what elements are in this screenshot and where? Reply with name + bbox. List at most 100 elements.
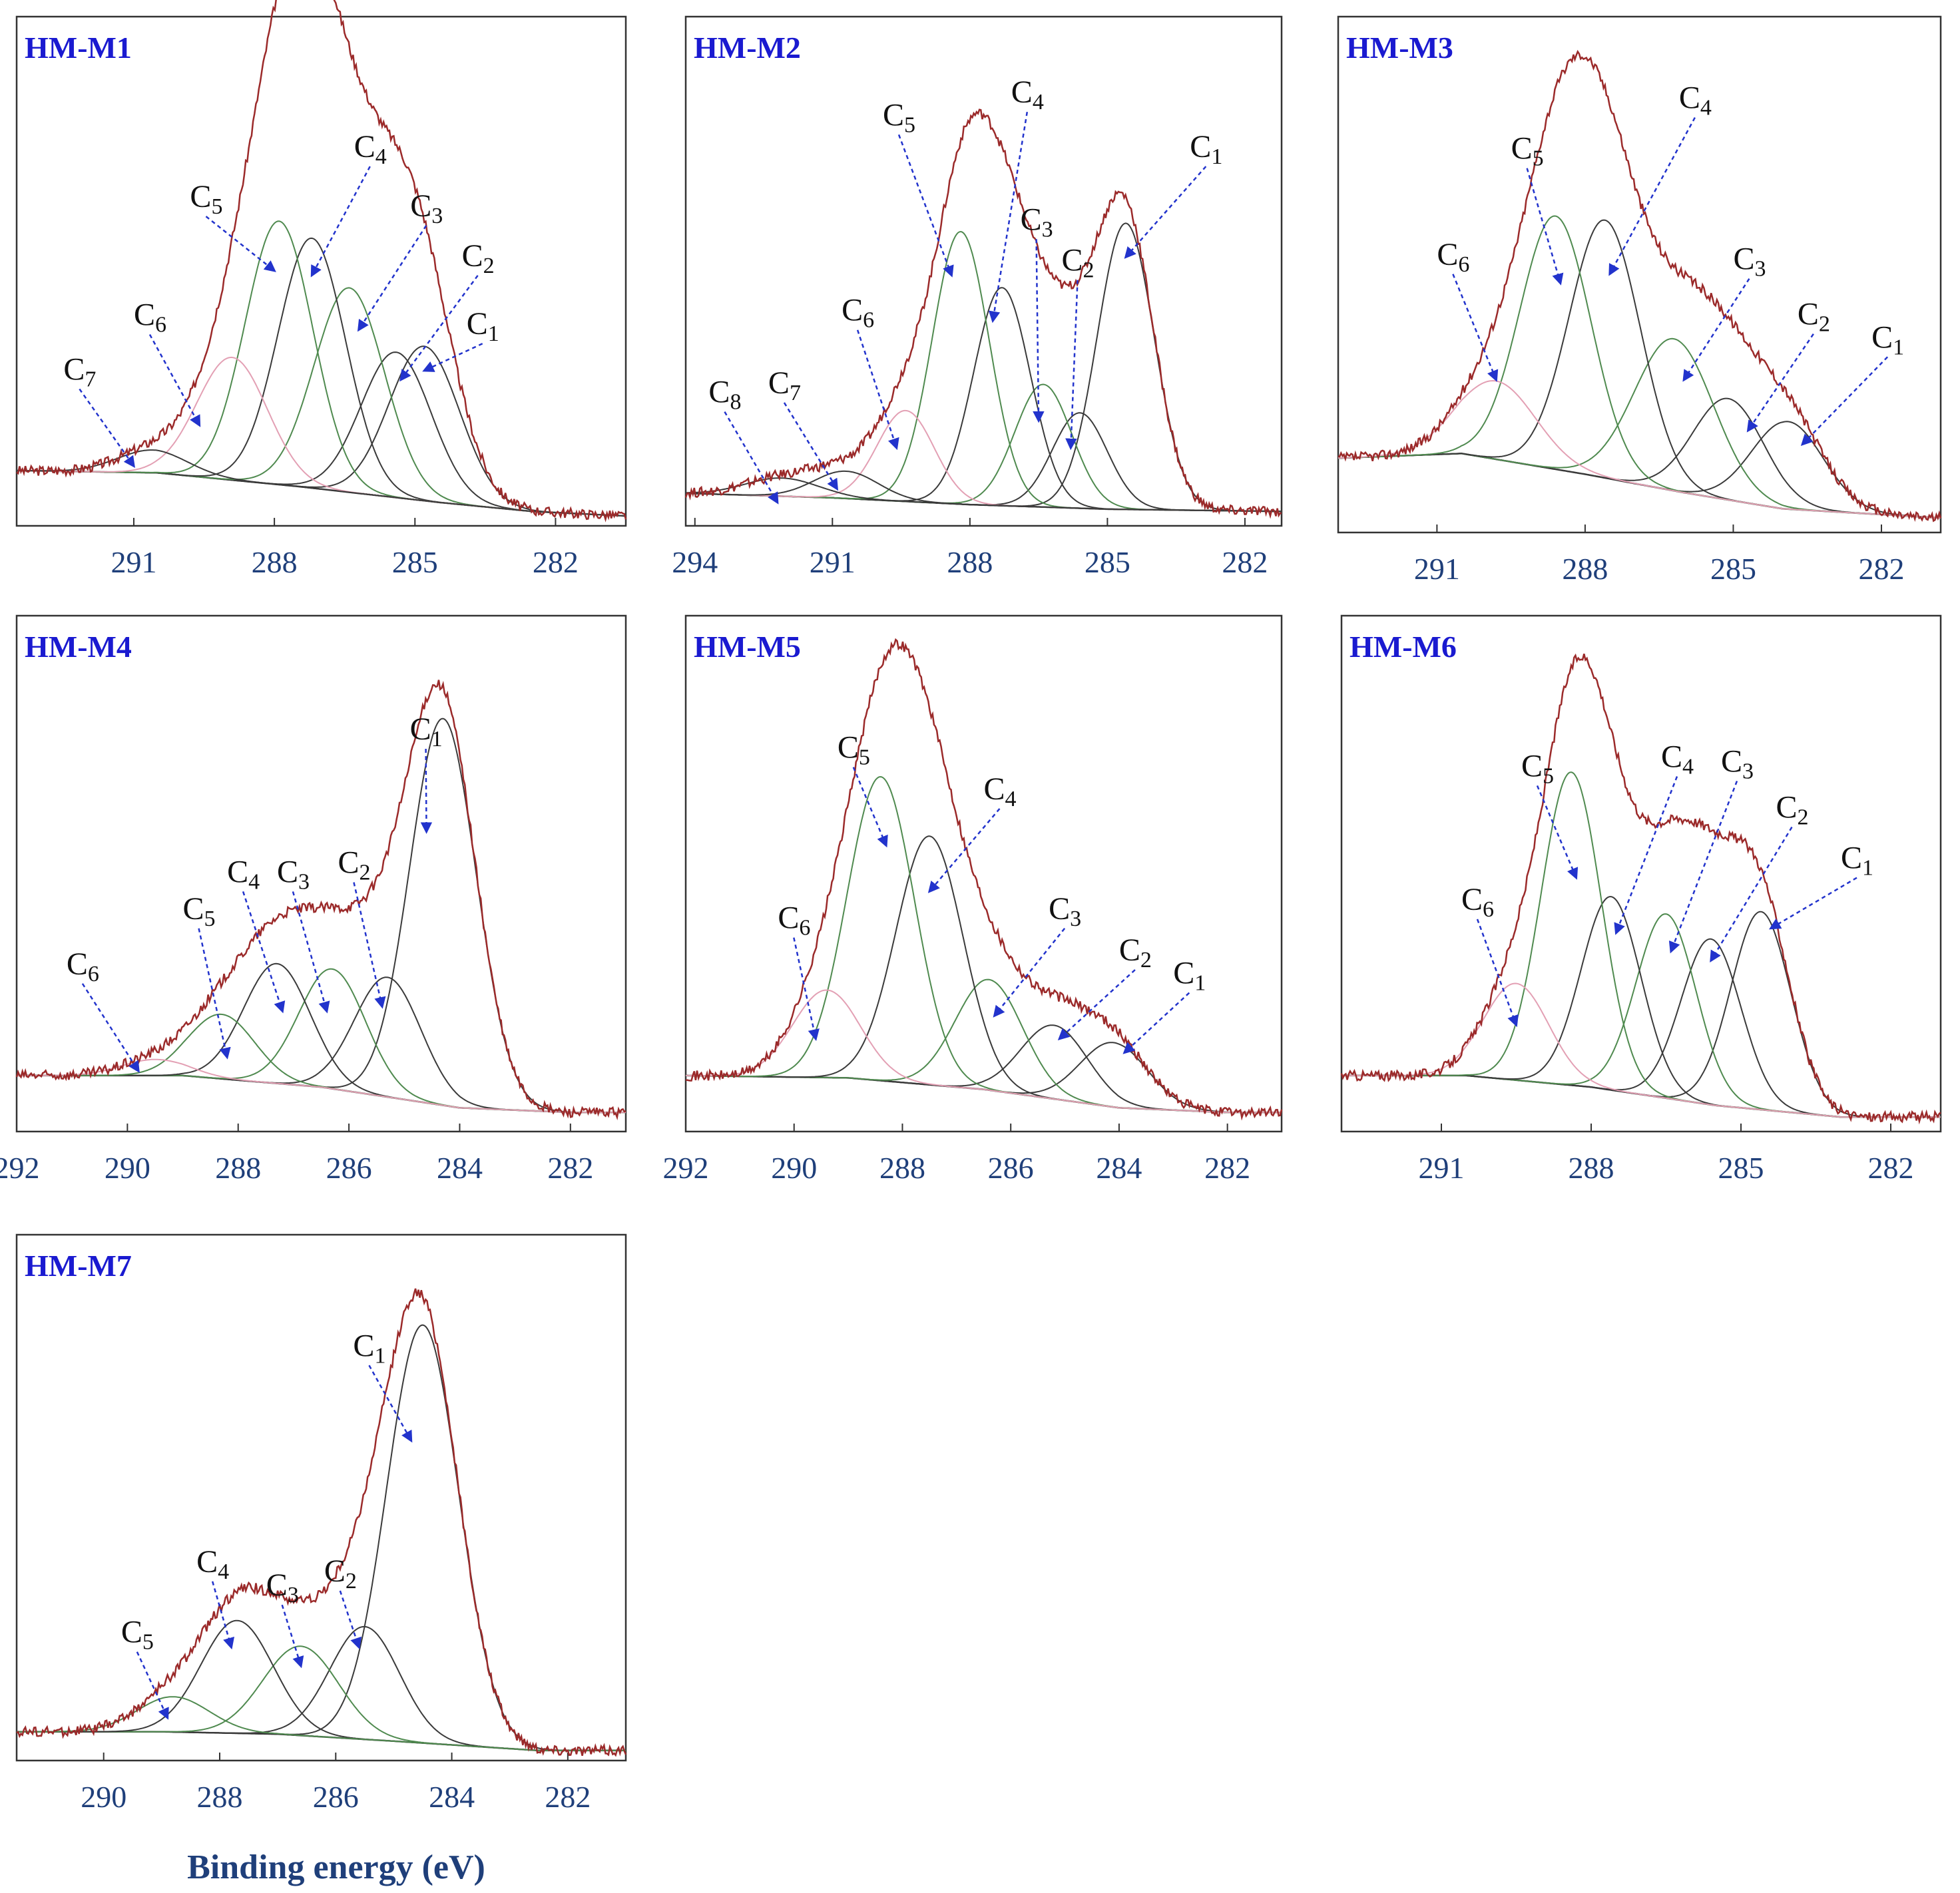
measured-envelope-curve [1338, 49, 1942, 523]
arrow-c3 [993, 927, 1066, 1018]
arrow-c1 [1800, 356, 1889, 447]
arrow-c6 [793, 937, 820, 1042]
arrow-c4 [927, 808, 1001, 893]
x-tick-label: 288 [252, 545, 298, 579]
peak-label-c6: C6 [778, 901, 810, 941]
component-c2-curve [16, 351, 626, 517]
plot-frame [15, 15, 627, 527]
peak-label-c2: C2 [324, 1554, 357, 1593]
peak-label-c6: C6 [1461, 882, 1494, 922]
x-tick-label: 291 [810, 545, 856, 579]
peak-label-c1: C1 [410, 712, 443, 751]
arrow-c1 [422, 343, 483, 372]
measured-envelope-curve [16, 0, 627, 523]
panel-hm-m1: HM-M1 291 288 285 282 C1 C2 C3 C4 C5 C6 C7 [15, 0, 627, 579]
peak-label-c3: C3 [1021, 202, 1053, 242]
peak-label-c3: C3 [266, 1568, 299, 1607]
background-baseline [16, 469, 626, 517]
x-tick-label: 290 [105, 1151, 150, 1185]
component-c3-curve [1342, 913, 1941, 1118]
peak-label-c1: C1 [1871, 319, 1904, 359]
component-c4-curve [17, 962, 626, 1114]
peak-label-c1: C1 [1190, 129, 1222, 169]
peak-label-c3: C3 [277, 854, 310, 894]
panel-title: HM-M4 [25, 630, 132, 664]
arrow-c4 [1608, 116, 1696, 276]
peak-label-c2: C2 [1776, 790, 1809, 830]
x-tick-label: 288 [879, 1151, 925, 1185]
component-c3-curve [17, 1645, 626, 1751]
component-c6-curve [1338, 379, 1941, 519]
x-tick-label: 282 [1868, 1151, 1914, 1185]
arrow-c5 [198, 928, 231, 1060]
x-tick-label: 282 [1858, 552, 1904, 586]
component-c1-curve [16, 345, 626, 517]
x-tick-label: 288 [1562, 552, 1608, 586]
x-tick-label: 282 [1222, 545, 1268, 579]
arrow-c6 [1476, 919, 1519, 1028]
x-tick-label: 290 [81, 1780, 126, 1814]
x-tick-label: 291 [1414, 552, 1460, 586]
x-tick-label: 285 [1085, 545, 1130, 579]
peak-label-c2: C2 [1062, 243, 1095, 283]
component-c1-curve [17, 1324, 626, 1751]
panel-title: HM-M1 [25, 31, 132, 65]
peak-label-c1: C1 [353, 1328, 385, 1368]
x-tick-label: 291 [1419, 1151, 1465, 1185]
plot-frame [684, 15, 1283, 527]
peak-label-c4: C4 [1679, 81, 1712, 120]
plot-frame [15, 1233, 627, 1762]
arrow-c2 [1065, 280, 1079, 451]
panel-title: HM-M5 [694, 630, 801, 664]
measured-envelope-curve [684, 108, 1282, 519]
panel-hm-m5: HM-M5 292 290 288 286 284 282 C1 C2 C3 C4 C5 C6 [663, 614, 1283, 1185]
x-tick-label: 282 [545, 1780, 591, 1814]
x-tick-label: 282 [1204, 1151, 1250, 1185]
panel-title: HM-M2 [694, 31, 801, 65]
arrow-c1 [1122, 992, 1190, 1054]
x-tick-label: 284 [437, 1151, 483, 1185]
arrow-c5 [1526, 168, 1564, 286]
x-tick-label: 288 [197, 1780, 243, 1814]
component-c6-curve [16, 356, 626, 517]
component-c4-curve [1338, 219, 1941, 519]
x-tick-label: 291 [111, 545, 156, 579]
peak-label-c7: C7 [63, 351, 96, 391]
peak-label-c8: C8 [708, 375, 741, 415]
x-tick-label: 284 [1096, 1151, 1142, 1185]
measured-envelope-curve [16, 1288, 627, 1757]
panel-title: HM-M3 [1346, 31, 1453, 65]
peak-label-c1: C1 [1173, 956, 1206, 996]
component-c8-curve [686, 477, 1282, 513]
component-c6-curve [1342, 982, 1941, 1118]
arrow-c4 [988, 111, 1029, 323]
arrow-c5 [897, 134, 954, 278]
x-tick-label: 292 [663, 1151, 709, 1185]
peak-label-c6: C6 [1437, 237, 1469, 277]
peak-label-c3: C3 [1721, 743, 1754, 783]
arrow-c6 [81, 983, 140, 1073]
plot-frame [1337, 15, 1942, 534]
component-c2-curve [686, 1024, 1282, 1114]
component-c5-curve [1342, 771, 1941, 1118]
arrow-c3 [281, 1604, 304, 1669]
peak-label-c5: C5 [1521, 748, 1554, 788]
peak-label-c4: C4 [354, 129, 387, 169]
arrow-c4 [1614, 776, 1678, 935]
peak-label-c4: C4 [1661, 739, 1694, 779]
peak-label-c4: C4 [984, 771, 1017, 811]
arrow-c5 [1536, 785, 1579, 880]
x-tick-label: 288 [215, 1151, 261, 1185]
arrow-c6 [1452, 274, 1499, 382]
component-c1-curve [1342, 911, 1941, 1118]
panel-hm-m7: HM-M7 290 288 286 284 282 C1 C2 C3 C4 C5 [15, 1233, 627, 1814]
peak-label-c3: C3 [410, 188, 443, 228]
x-tick-label: 286 [326, 1151, 372, 1185]
peak-label-c4: C4 [1011, 75, 1044, 114]
panel-title: HM-M7 [25, 1249, 132, 1283]
arrow-c3 [1668, 780, 1738, 954]
arrow-c4 [310, 166, 371, 278]
x-axis-label: Binding energy (eV) [187, 1848, 485, 1886]
arrow-c8 [724, 411, 779, 505]
